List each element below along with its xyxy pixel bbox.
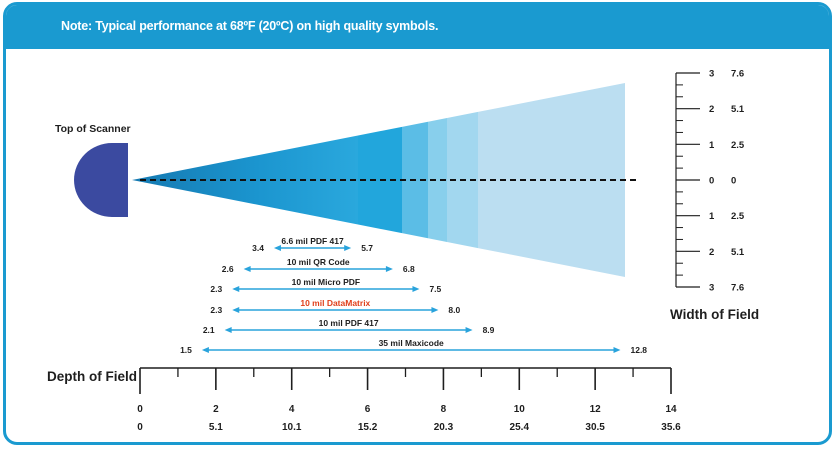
- depth-tick-cm: 0: [137, 422, 143, 433]
- width-tick-inches: 0: [709, 176, 714, 187]
- width-of-field-label: Width of Field: [670, 307, 759, 322]
- width-tick-inches: 1: [709, 140, 715, 151]
- width-tick-cm: 7.6: [731, 69, 744, 80]
- arrow-left-icon: [224, 327, 232, 333]
- range-symbol-name: 10 mil QR Code: [287, 257, 350, 267]
- scanner-label: Top of Scanner: [55, 123, 131, 135]
- diagram-frame: Note: Typical performance at 68ºF (20ºC)…: [3, 2, 832, 445]
- depth-tick-cm: 5.1: [209, 422, 223, 433]
- width-tick-cm: 7.6: [731, 283, 744, 294]
- depth-tick-inches: 0: [137, 404, 143, 415]
- width-tick-inches: 1: [709, 211, 715, 222]
- scanner-head-icon: [74, 143, 128, 217]
- width-tick-cm: 0: [731, 176, 736, 187]
- depth-tick-inches: 6: [365, 404, 371, 415]
- range-row: 2.1 8.9 10 mil PDF 417: [203, 318, 495, 335]
- arrow-left-icon: [243, 266, 251, 272]
- width-tick-inches: 2: [709, 247, 714, 258]
- range-symbol-name: 10 mil Micro PDF: [292, 277, 361, 287]
- range-row: 2.3 8.0 10 mil DataMatrix: [210, 298, 460, 315]
- depth-tick-cm: 35.6: [661, 422, 681, 433]
- arrow-right-icon: [412, 286, 420, 292]
- range-near-value: 2.3: [210, 305, 222, 315]
- arrow-right-icon: [385, 266, 393, 272]
- arrow-right-icon: [344, 245, 352, 251]
- depth-tick-inches: 14: [665, 404, 677, 415]
- range-far-value: 5.7: [361, 243, 373, 253]
- range-near-value: 2.6: [222, 264, 234, 274]
- depth-tick-inches: 10: [514, 404, 526, 415]
- arrow-left-icon: [201, 347, 209, 353]
- width-of-field-scale: 3 7.6 2 5.1 1 2.5 0 0 1 2.5 2 5.1 3 7.6: [675, 69, 745, 294]
- range-symbol-name: 6.6 mil PDF 417: [281, 236, 344, 246]
- depth-of-field-label: Depth of Field: [47, 369, 137, 384]
- depth-tick-cm: 30.5: [585, 422, 605, 433]
- arrow-left-icon: [273, 245, 281, 251]
- range-symbol-name: 10 mil DataMatrix: [300, 298, 370, 308]
- range-near-value: 2.1: [203, 325, 215, 335]
- beam-segment: [428, 118, 447, 242]
- depth-tick-cm: 10.1: [282, 422, 302, 433]
- range-far-value: 12.8: [630, 345, 647, 355]
- range-far-value: 7.5: [429, 284, 441, 294]
- depth-tick-inches: 8: [441, 404, 447, 415]
- arrow-right-icon: [431, 307, 439, 313]
- width-tick-cm: 2.5: [731, 140, 745, 151]
- width-tick-inches: 3: [709, 283, 714, 294]
- range-symbol-name: 10 mil PDF 417: [319, 318, 379, 328]
- range-far-value: 8.9: [483, 325, 495, 335]
- width-tick-cm: 5.1: [731, 247, 745, 258]
- range-row: 1.5 12.8 35 mil Maxicode: [180, 338, 647, 355]
- depth-tick-inches: 2: [213, 404, 219, 415]
- depth-tick-inches: 4: [289, 404, 295, 415]
- range-far-value: 6.8: [403, 264, 415, 274]
- range-row: 2.3 7.5 10 mil Micro PDF: [210, 277, 441, 294]
- depth-tick-cm: 25.4: [510, 422, 530, 433]
- note-text: Note: Typical performance at 68ºF (20ºC)…: [61, 19, 439, 33]
- width-tick-inches: 3: [709, 69, 714, 80]
- note-banner: Note: Typical performance at 68ºF (20ºC)…: [6, 5, 829, 49]
- width-tick-cm: 5.1: [731, 104, 745, 115]
- symbol-ranges: 3.4 5.7 6.6 mil PDF 417 2.6 6.8 10 mil QR Cod…: [180, 236, 647, 355]
- depth-of-field-axis: 0 0 2 5.1 4 10.1 6 15.2 8 20.3 10 25.4 12 30.5 14 35.6: [137, 367, 681, 433]
- width-tick-inches: 2: [709, 104, 714, 115]
- range-near-value: 3.4: [252, 243, 264, 253]
- depth-tick-inches: 12: [590, 404, 602, 415]
- depth-tick-cm: 20.3: [434, 422, 454, 433]
- arrow-left-icon: [232, 307, 240, 313]
- arrow-right-icon: [465, 327, 473, 333]
- range-near-value: 1.5: [180, 345, 192, 355]
- range-row: 3.4 5.7 6.6 mil PDF 417: [252, 236, 373, 253]
- range-row: 2.6 6.8 10 mil QR Code: [222, 257, 415, 274]
- arrow-right-icon: [613, 347, 621, 353]
- width-tick-cm: 2.5: [731, 211, 745, 222]
- depth-tick-cm: 15.2: [358, 422, 378, 433]
- arrow-left-icon: [232, 286, 240, 292]
- range-far-value: 8.0: [448, 305, 460, 315]
- range-near-value: 2.3: [210, 284, 222, 294]
- range-symbol-name: 35 mil Maxicode: [379, 338, 444, 348]
